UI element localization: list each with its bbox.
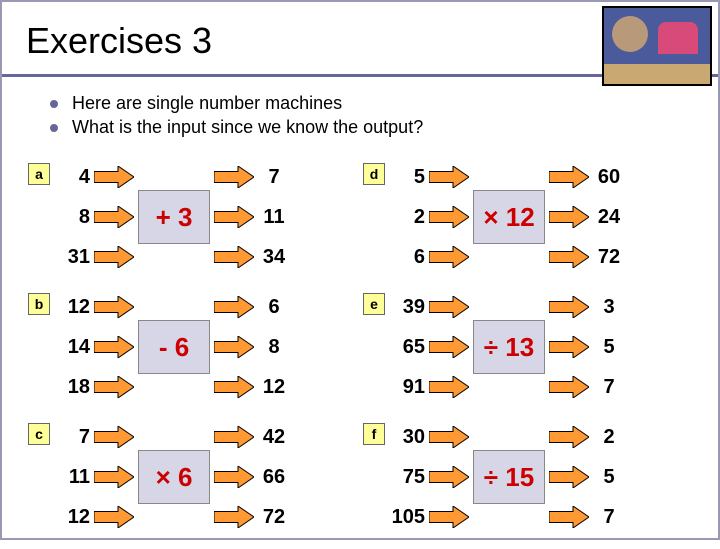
bullet-dot	[50, 100, 58, 108]
operation-box: ÷ 13	[473, 320, 545, 374]
machines-grid: a4 78 1131 34+ 3d5 602 246 72× 12b12 614…	[2, 151, 718, 549]
bullet-text: What is the input since we know the outp…	[72, 117, 423, 138]
output-value: 7	[591, 506, 627, 529]
output-value: 42	[256, 426, 292, 449]
input-value: 30	[391, 426, 427, 449]
arrow-icon	[92, 506, 136, 528]
input-value: 6	[391, 246, 427, 269]
arrow-icon	[427, 506, 471, 528]
arrow-icon	[547, 466, 591, 488]
output-value: 7	[591, 376, 627, 399]
machine-group: d5 60 2 24 6 72 × 12	[363, 159, 692, 275]
operation-box: × 6	[138, 450, 210, 504]
arrow-icon	[547, 246, 591, 268]
output-value: 5	[591, 336, 627, 359]
output-value: 34	[256, 246, 292, 269]
arrow-icon	[212, 206, 256, 228]
arrow-icon	[427, 166, 471, 188]
arrow-icon	[427, 246, 471, 268]
output-value: 2	[591, 426, 627, 449]
arrow-icon	[427, 376, 471, 398]
input-value: 31	[56, 246, 92, 269]
input-value: 7	[56, 426, 92, 449]
arrow-icon	[92, 166, 136, 188]
input-value: 12	[56, 506, 92, 529]
operation-box: ÷ 15	[473, 450, 545, 504]
machine-group: a4 7 8 11 31 34 + 3	[28, 159, 357, 275]
input-value: 91	[391, 376, 427, 399]
output-value: 7	[256, 166, 292, 189]
bullet-item: Here are single number machines	[50, 93, 718, 114]
arrow-icon	[427, 336, 471, 358]
output-value: 8	[256, 336, 292, 359]
group-label: b	[28, 293, 50, 315]
arrow-icon	[212, 506, 256, 528]
group-label: d	[363, 163, 385, 185]
operation-box: × 12	[473, 190, 545, 244]
bullet-item: What is the input since we know the outp…	[50, 117, 718, 138]
arrow-icon	[92, 466, 136, 488]
machine-group: e 39 3 65 5 91 7 ÷ 13	[363, 289, 692, 405]
input-value: 14	[56, 336, 92, 359]
machine-group: b 12 6 14 8 18 12 - 6	[28, 289, 357, 405]
group-label: c	[28, 423, 50, 445]
output-value: 60	[591, 166, 627, 189]
arrow-icon	[547, 506, 591, 528]
arrow-icon	[212, 376, 256, 398]
input-value: 105	[391, 506, 427, 529]
output-value: 66	[256, 466, 292, 489]
arrow-icon	[212, 246, 256, 268]
arrow-icon	[547, 206, 591, 228]
input-value: 8	[56, 206, 92, 229]
arrow-icon	[427, 466, 471, 488]
arrow-icon	[547, 336, 591, 358]
arrow-icon	[547, 296, 591, 318]
machine-group: f 30 2 75 5 105 7 ÷ 15	[363, 419, 692, 535]
arrow-icon	[212, 166, 256, 188]
output-value: 12	[256, 376, 292, 399]
arrow-icon	[212, 426, 256, 448]
bullet-text: Here are single number machines	[72, 93, 342, 114]
arrow-icon	[547, 376, 591, 398]
arrow-icon	[212, 296, 256, 318]
arrow-icon	[547, 166, 591, 188]
input-value: 2	[391, 206, 427, 229]
input-value: 11	[56, 466, 92, 489]
arrow-icon	[427, 426, 471, 448]
arrow-icon	[92, 426, 136, 448]
arrow-icon	[212, 336, 256, 358]
group-label: e	[363, 293, 385, 315]
input-value: 18	[56, 376, 92, 399]
output-value: 72	[591, 246, 627, 269]
operation-box: - 6	[138, 320, 210, 374]
output-value: 6	[256, 296, 292, 319]
arrow-icon	[212, 466, 256, 488]
output-value: 5	[591, 466, 627, 489]
arrow-icon	[92, 296, 136, 318]
group-label: a	[28, 163, 50, 185]
arrow-icon	[92, 336, 136, 358]
arrow-icon	[547, 426, 591, 448]
output-value: 3	[591, 296, 627, 319]
output-value: 72	[256, 506, 292, 529]
arrow-icon	[92, 206, 136, 228]
input-value: 12	[56, 296, 92, 319]
output-value: 24	[591, 206, 627, 229]
machine-group: c7 42 11 66 12 72 × 6	[28, 419, 357, 535]
input-value: 39	[391, 296, 427, 319]
input-value: 4	[56, 166, 92, 189]
arrow-icon	[427, 296, 471, 318]
group-label: f	[363, 423, 385, 445]
bullet-dot	[50, 124, 58, 132]
arrow-icon	[427, 206, 471, 228]
decorative-image-desk	[602, 64, 712, 86]
input-value: 75	[391, 466, 427, 489]
bullet-list: Here are single number machines What is …	[2, 77, 718, 151]
input-value: 5	[391, 166, 427, 189]
output-value: 11	[256, 206, 292, 229]
arrow-icon	[92, 246, 136, 268]
operation-box: + 3	[138, 190, 210, 244]
arrow-icon	[92, 376, 136, 398]
input-value: 65	[391, 336, 427, 359]
